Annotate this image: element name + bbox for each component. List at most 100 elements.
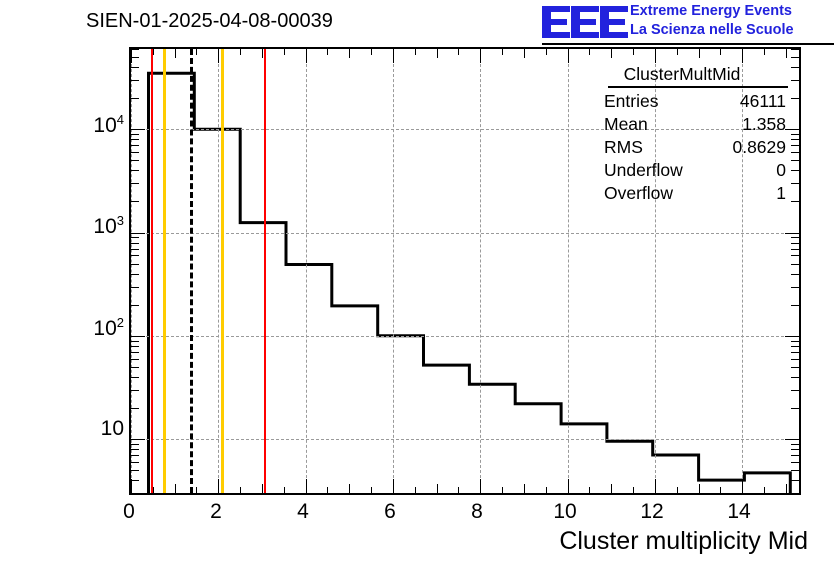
- axis-tick-y: [131, 255, 139, 257]
- axis-tick-y: [791, 242, 799, 244]
- stats-rows: Entries 46111 Mean 1.358 RMS 0.8629 Underflow 0…: [574, 90, 790, 205]
- logo-divider: [542, 43, 834, 45]
- axis-tick-x: [414, 49, 416, 55]
- histogram-curve: [147, 71, 792, 493]
- axis-tick-y: [131, 98, 139, 100]
- axis-tick-y: [131, 139, 139, 141]
- axis-tick-y: [791, 455, 799, 456]
- axis-tick-y: [791, 80, 799, 82]
- axis-tick-x: [305, 479, 307, 493]
- gridline-vertical: [480, 49, 482, 493]
- axis-tick-y: [131, 358, 139, 360]
- eee-logo-text: Extreme Energy Events La Scienza nelle S…: [630, 2, 794, 40]
- axis-tick-x: [131, 49, 132, 63]
- axis-tick-x: [633, 487, 635, 493]
- axis-tick-y: [131, 80, 139, 82]
- stats-row-value: 0.8629: [732, 137, 786, 157]
- x-tick-label-2: 2: [210, 500, 222, 523]
- axis-tick-x: [414, 487, 416, 493]
- gridline-vertical: [567, 49, 569, 493]
- stats-row-value: 1.358: [742, 114, 786, 134]
- x-tick-label-10: 10: [553, 500, 577, 523]
- stats-row-label: RMS: [604, 137, 643, 157]
- eee-logo-mark: [542, 6, 628, 38]
- axis-tick-x: [305, 49, 307, 63]
- gridline-vertical: [392, 49, 394, 493]
- x-tick-label-12: 12: [640, 500, 664, 523]
- gridline-horizontal: [131, 232, 799, 234]
- gridline-vertical: [305, 49, 307, 493]
- axis-tick-y: [131, 345, 139, 347]
- axis-tick-y: [791, 480, 799, 482]
- axis-tick-y: [785, 129, 799, 131]
- axis-tick-y: [131, 183, 139, 185]
- gridline-vertical: [654, 49, 656, 493]
- axis-tick-y: [791, 304, 799, 306]
- axis-tick-y: [131, 67, 139, 69]
- axis-tick-x: [218, 49, 220, 63]
- gridline-vertical: [131, 49, 132, 493]
- axis-tick-y: [131, 201, 139, 203]
- stats-row: RMS 0.8629: [574, 136, 790, 159]
- axis-tick-y: [131, 152, 139, 154]
- axis-tick-y: [791, 366, 799, 368]
- axis-tick-x: [196, 487, 198, 493]
- axis-tick-x: [174, 49, 176, 58]
- axis-tick-y: [131, 340, 139, 342]
- axis-tick-y: [791, 263, 799, 265]
- axis-tick-y: [131, 273, 139, 275]
- threshold-marker-line: [264, 49, 267, 493]
- axis-tick-x: [218, 479, 220, 493]
- y-tick-label-100: 102: [93, 315, 124, 340]
- axis-tick-x: [633, 49, 635, 55]
- axis-tick-y: [791, 340, 799, 342]
- axis-tick-y: [131, 470, 139, 472]
- eee-logo-line1: Extreme Energy Events: [630, 3, 792, 19]
- axis-tick-y: [131, 248, 139, 250]
- stats-row-value: 0: [776, 160, 786, 180]
- stats-row-label: Mean: [604, 114, 648, 134]
- axis-tick-y: [785, 335, 799, 337]
- axis-tick-y: [131, 376, 139, 378]
- stats-row: Underflow 0: [574, 159, 790, 182]
- axis-tick-y: [131, 145, 139, 147]
- axis-tick-y: [131, 237, 139, 239]
- x-tick-label-6: 6: [384, 500, 396, 523]
- axis-tick-y: [791, 443, 799, 445]
- axis-tick-y: [131, 335, 145, 337]
- axis-tick-x: [720, 487, 722, 493]
- threshold-marker-line: [220, 49, 224, 493]
- gridline-horizontal: [131, 129, 799, 131]
- axis-tick-y: [131, 443, 139, 445]
- plot-frame: [129, 47, 801, 495]
- x-tick-label-4: 4: [297, 500, 309, 523]
- axis-tick-x: [196, 49, 198, 55]
- stats-row-label: Entries: [604, 91, 659, 111]
- axis-tick-x: [327, 487, 329, 493]
- axis-tick-x: [349, 484, 351, 493]
- axis-tick-x: [523, 49, 525, 58]
- x-tick-label-8: 8: [471, 500, 483, 523]
- axis-tick-x: [545, 49, 547, 55]
- axis-tick-y: [131, 57, 139, 59]
- axis-tick-x: [371, 487, 373, 493]
- stats-row-label: Underflow: [604, 160, 683, 180]
- axis-tick-x: [676, 49, 678, 55]
- axis-tick-y: [131, 286, 139, 288]
- axis-tick-x: [523, 484, 525, 493]
- axis-tick-y: [791, 152, 799, 154]
- axis-tick-x: [392, 479, 394, 493]
- axis-tick-x: [785, 484, 787, 493]
- axis-tick-x: [261, 484, 263, 493]
- axis-tick-y: [791, 273, 799, 275]
- threshold-marker-line: [150, 49, 153, 493]
- x-tick-label-0: 0: [123, 500, 135, 523]
- axis-tick-y: [131, 366, 139, 368]
- axis-tick-x: [174, 484, 176, 493]
- axis-tick-x: [742, 49, 744, 63]
- axis-tick-x: [152, 49, 154, 55]
- axis-tick-x: [654, 479, 656, 493]
- axis-tick-y: [131, 480, 139, 482]
- axis-tick-y: [131, 407, 139, 409]
- x-tick-label-14: 14: [727, 500, 751, 523]
